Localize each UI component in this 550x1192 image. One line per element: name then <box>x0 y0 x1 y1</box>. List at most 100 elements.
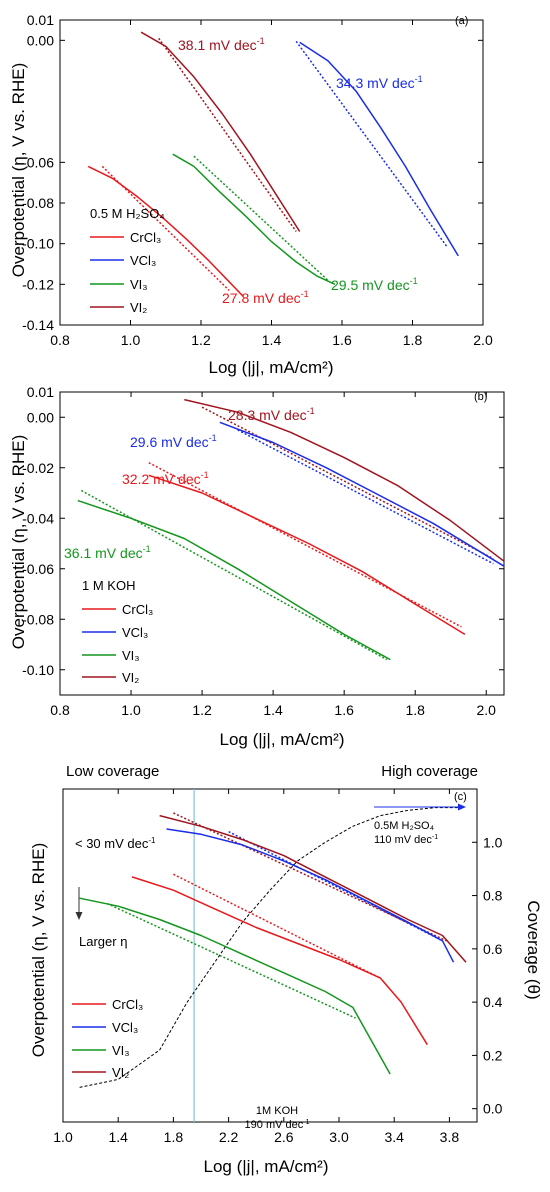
y-tick-label: -0.06 <box>22 154 54 170</box>
y2-tick-label: 0.8 <box>483 888 503 904</box>
y-tick-label: -0.14 <box>22 317 54 333</box>
y-tick-label: -0.08 <box>22 611 54 627</box>
y-tick-label: 0.01 <box>27 384 54 400</box>
x-tick-label: 2.6 <box>274 1129 294 1145</box>
panel-a-slope-label-vi3: 29.5 mV dec-1 <box>331 276 418 293</box>
annot-text: 34.3 mV dec <box>336 75 415 91</box>
series-line <box>131 876 428 1046</box>
series-line <box>172 153 336 285</box>
series-line <box>184 398 505 562</box>
x-tick-label: 1.6 <box>334 702 354 718</box>
legend-label: CrCl₃ <box>112 997 143 1012</box>
panel-c-header-right: High coverage <box>381 763 478 780</box>
annot-text: 38.1 mV dec <box>178 37 257 53</box>
plot-frame <box>59 391 505 696</box>
x-tick-label: 3.8 <box>440 1129 460 1145</box>
panel-a-legend-title: 0.5 M H₂SO₄ <box>90 206 165 221</box>
annot-text: 36.1 mV dec <box>64 545 143 561</box>
annot-sup: -1 <box>301 289 309 299</box>
x-tick-label: 1.6 <box>332 332 352 348</box>
panel-b-tag: (b) <box>474 391 487 403</box>
annot-text: 28.3 mV dec <box>228 407 307 423</box>
panel-b-ylabel: Overpotential (η, V vs. RHE) <box>9 435 28 649</box>
series-line <box>140 31 301 232</box>
x-tick-label: 1.2 <box>191 332 211 348</box>
panel-b-axes: 0.8 1.0 1.2 1.4 1.6 1.8 2.0 -0.10 -0.08 -0.06 -0.0… <box>22 384 505 718</box>
annot-sup: -1 <box>410 276 418 286</box>
legend-label: VI₃ <box>112 1043 130 1058</box>
annot-text: 0.5M H₂SO₄ <box>374 820 435 832</box>
panel-c-coverage-curve <box>79 807 464 1088</box>
y-tick-label: -0.10 <box>22 662 54 678</box>
legend-label: VCl₃ <box>130 253 156 268</box>
x-tick-label: 1.8 <box>403 332 423 348</box>
panel-b: 0.8 1.0 1.2 1.4 1.6 1.8 2.0 -0.10 -0.08 -0.06 -0.0… <box>9 384 505 749</box>
x-tick-label: 2.2 <box>219 1129 239 1145</box>
legend-label: VI₂ <box>122 670 139 685</box>
legend-label: VI₂ <box>112 1065 129 1080</box>
panel-a-slope-label-vcl3: 34.3 mV dec-1 <box>336 74 423 91</box>
series-line <box>159 814 467 963</box>
legend-label: VCl₃ <box>112 1020 138 1035</box>
panel-b-slope-label-vcl3: 29.6 mV dec-1 <box>130 433 217 450</box>
fit-line <box>148 462 462 628</box>
coverage-curve <box>79 807 464 1088</box>
y2-tick-label: 0.2 <box>483 1047 503 1063</box>
legend-label: VCl₃ <box>122 625 148 640</box>
series-line <box>219 421 505 567</box>
y2-tick-label: 0.6 <box>483 941 503 957</box>
y2-tick-label: 1.0 <box>483 834 503 850</box>
panel-a-axes: 0.8 1.0 1.2 1.4 1.6 1.8 2.0 -0.14 -0.12 -0.10 -0.0… <box>22 12 493 348</box>
y-tick-label: -0.06 <box>22 561 54 577</box>
panel-b-series-lines <box>77 398 505 661</box>
x-tick-label: 1.8 <box>405 702 425 718</box>
panel-c-legend: CrCl₃ VCl₃ VI₃ VI₂ <box>72 997 143 1080</box>
x-tick-label: 1.8 <box>164 1129 184 1145</box>
svg-text:34.3 mV dec-1: 34.3 mV dec-1 <box>336 74 423 91</box>
plot-frame <box>59 19 484 326</box>
right-arrow-head <box>458 803 466 811</box>
svg-text:< 30 mV dec-1: < 30 mV dec-1 <box>75 836 156 851</box>
annot-text: 32.2 mV dec <box>122 471 201 487</box>
panel-a-ylabel: Overpotential (η, V vs. RHE) <box>9 63 28 277</box>
panel-b-legend: 1 M KOH CrCl₃ VCl₃ VI₃ VI₂ <box>82 578 153 685</box>
series-line <box>148 474 466 636</box>
y-tick-label: 0.00 <box>27 32 54 48</box>
panel-a-series-lines <box>87 31 459 298</box>
x-tick-label: 0.8 <box>50 332 70 348</box>
y-tick-label: -0.08 <box>22 195 54 211</box>
annot-sup: -1 <box>307 406 315 416</box>
panel-c-h2so4-annotation: 0.5M H₂SO₄ 110 mV dec-1 <box>374 803 466 846</box>
annot-text: 190 mV dec <box>245 1119 304 1131</box>
x-tick-label: 1.2 <box>192 702 212 718</box>
panel-b-slope-label-vi2: 28.3 mV dec-1 <box>228 406 315 423</box>
panel-c-xlabel: Log (|j|, mA/cm²) <box>203 1157 328 1176</box>
svg-text:190 mV dec-1: 190 mV dec-1 <box>245 1119 310 1131</box>
y-tick-label: -0.10 <box>22 236 54 252</box>
x-tick-label: 1.0 <box>121 332 141 348</box>
annot-text: 1M KOH <box>256 1105 298 1117</box>
panel-c-ylabel: Overpotential (η, V vs. RHE) <box>29 843 48 1057</box>
panel-a-slope-label-crcl3: 27.8 mV dec-1 <box>222 289 309 306</box>
x-tick-label: 1.4 <box>108 1129 128 1145</box>
plot-frame <box>62 788 478 1123</box>
annot-sup: -1 <box>257 36 265 46</box>
panel-b-slope-label-crcl3: 32.2 mV dec-1 <box>122 470 209 487</box>
panel-a: 0.8 1.0 1.2 1.4 1.6 1.8 2.0 -0.14 -0.12 -0.10 -0.0… <box>9 12 493 377</box>
x-tick-label: 2.0 <box>473 332 493 348</box>
panel-c-axes: 1.0 1.4 1.8 2.2 2.6 3.0 3.4 3.8 0.0 0.2 0.4 0.6 0.8 1… <box>53 788 503 1145</box>
annot-text: 27.8 mV dec <box>222 290 301 306</box>
y-tick-label: -0.02 <box>22 460 54 476</box>
x-tick-label: 1.4 <box>262 332 282 348</box>
panel-c-larger-eta: Larger η <box>75 887 127 949</box>
annot-text: 29.6 mV dec <box>130 434 209 450</box>
panel-b-slope-label-vi3: 36.1 mV dec-1 <box>64 544 151 561</box>
series-line <box>299 41 459 257</box>
y-tick-label: -0.12 <box>22 276 54 292</box>
legend-label: CrCl₃ <box>130 230 161 245</box>
svg-text:29.5 mV dec-1: 29.5 mV dec-1 <box>331 276 418 293</box>
legend-label: VI₂ <box>130 300 147 315</box>
panel-a-xlabel: Log (|j|, mA/cm²) <box>208 358 333 377</box>
legend-label: VI₃ <box>122 648 140 663</box>
